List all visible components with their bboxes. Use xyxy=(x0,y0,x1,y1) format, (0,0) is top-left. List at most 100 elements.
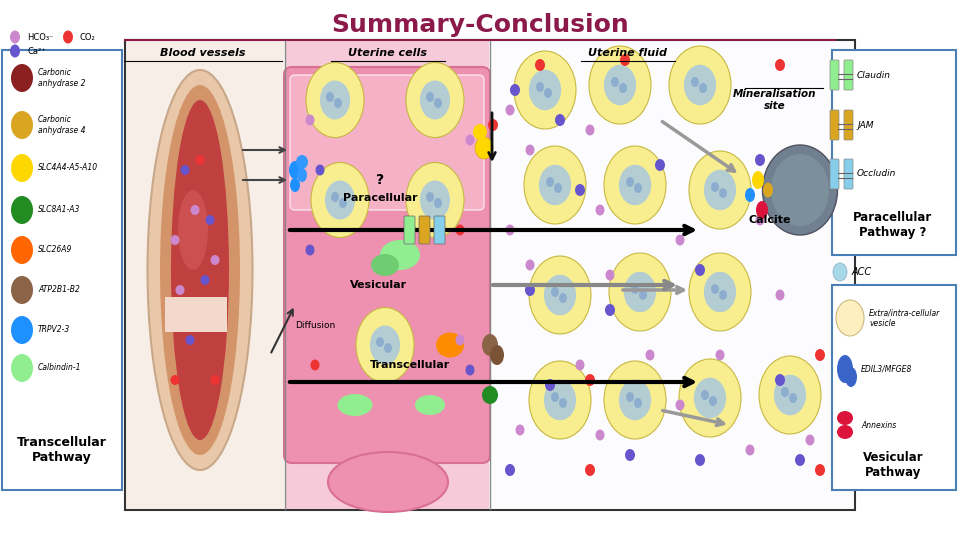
Text: Paracellular: Paracellular xyxy=(343,193,418,203)
Text: SLC8A1-A3: SLC8A1-A3 xyxy=(38,206,81,214)
Ellipse shape xyxy=(11,196,33,224)
Ellipse shape xyxy=(328,452,448,512)
Ellipse shape xyxy=(676,400,684,410)
Ellipse shape xyxy=(473,124,487,140)
FancyBboxPatch shape xyxy=(290,75,484,210)
Ellipse shape xyxy=(434,98,442,108)
Ellipse shape xyxy=(339,198,347,208)
Ellipse shape xyxy=(290,178,300,192)
Ellipse shape xyxy=(719,290,727,300)
Ellipse shape xyxy=(434,198,442,208)
Ellipse shape xyxy=(759,356,821,434)
Ellipse shape xyxy=(196,155,204,165)
FancyBboxPatch shape xyxy=(2,50,122,490)
Ellipse shape xyxy=(210,255,220,265)
Ellipse shape xyxy=(585,464,595,476)
FancyBboxPatch shape xyxy=(832,285,956,490)
Ellipse shape xyxy=(356,307,414,382)
Ellipse shape xyxy=(535,59,545,71)
Ellipse shape xyxy=(326,92,334,102)
FancyBboxPatch shape xyxy=(404,216,415,244)
Ellipse shape xyxy=(190,205,200,215)
FancyBboxPatch shape xyxy=(284,67,490,463)
Text: Calcite: Calcite xyxy=(749,215,791,225)
Ellipse shape xyxy=(709,396,717,406)
Ellipse shape xyxy=(334,98,342,108)
Ellipse shape xyxy=(551,287,559,297)
Ellipse shape xyxy=(11,276,33,304)
Ellipse shape xyxy=(655,159,665,171)
Ellipse shape xyxy=(559,398,567,408)
Ellipse shape xyxy=(776,289,784,300)
Ellipse shape xyxy=(505,464,515,476)
Text: TRPV2-3: TRPV2-3 xyxy=(38,326,70,334)
Ellipse shape xyxy=(297,168,307,182)
Text: Blood vessels: Blood vessels xyxy=(160,48,246,58)
Ellipse shape xyxy=(488,119,498,131)
Ellipse shape xyxy=(575,360,585,370)
Ellipse shape xyxy=(836,300,864,336)
Ellipse shape xyxy=(148,70,252,470)
Ellipse shape xyxy=(695,264,705,276)
Text: CO₂: CO₂ xyxy=(80,32,96,42)
Ellipse shape xyxy=(306,63,364,138)
Ellipse shape xyxy=(746,444,755,456)
Ellipse shape xyxy=(701,390,709,400)
Text: Carbonic
anhydrase 4: Carbonic anhydrase 4 xyxy=(38,116,85,134)
Text: ATP2B1-B2: ATP2B1-B2 xyxy=(38,286,80,294)
Text: Annexins: Annexins xyxy=(861,421,897,429)
Ellipse shape xyxy=(436,333,464,357)
Ellipse shape xyxy=(715,349,725,361)
Ellipse shape xyxy=(529,70,561,110)
FancyBboxPatch shape xyxy=(844,60,853,90)
Ellipse shape xyxy=(704,170,736,210)
Ellipse shape xyxy=(745,188,755,202)
Ellipse shape xyxy=(370,326,400,365)
Ellipse shape xyxy=(586,125,594,136)
Ellipse shape xyxy=(575,184,585,196)
Ellipse shape xyxy=(11,236,33,264)
FancyBboxPatch shape xyxy=(491,41,854,509)
Ellipse shape xyxy=(10,44,20,57)
Ellipse shape xyxy=(420,80,450,119)
Text: JAM: JAM xyxy=(857,120,874,130)
Text: SLC4A4-A5-A10: SLC4A4-A5-A10 xyxy=(38,164,98,172)
Ellipse shape xyxy=(625,449,635,461)
Ellipse shape xyxy=(789,393,797,403)
Ellipse shape xyxy=(171,235,180,245)
Ellipse shape xyxy=(529,256,591,334)
Ellipse shape xyxy=(620,54,630,66)
FancyBboxPatch shape xyxy=(165,297,227,332)
Ellipse shape xyxy=(178,190,208,270)
Ellipse shape xyxy=(516,424,524,435)
Text: Uterine fluid: Uterine fluid xyxy=(588,48,667,58)
Ellipse shape xyxy=(331,192,339,202)
Ellipse shape xyxy=(815,349,825,361)
Text: Calbindin-1: Calbindin-1 xyxy=(38,363,82,373)
Ellipse shape xyxy=(490,345,504,365)
Ellipse shape xyxy=(305,245,315,255)
Text: Occludin: Occludin xyxy=(857,170,897,179)
Ellipse shape xyxy=(11,154,33,182)
Ellipse shape xyxy=(781,387,789,397)
Ellipse shape xyxy=(624,272,656,312)
Ellipse shape xyxy=(455,225,465,235)
Ellipse shape xyxy=(525,284,535,296)
Ellipse shape xyxy=(611,77,619,87)
Ellipse shape xyxy=(631,284,639,294)
Text: Vesicular: Vesicular xyxy=(349,280,407,290)
Text: Paracellular
Pathway ?: Paracellular Pathway ? xyxy=(853,211,932,239)
Ellipse shape xyxy=(63,30,73,44)
FancyBboxPatch shape xyxy=(844,110,853,140)
Ellipse shape xyxy=(406,163,464,238)
Ellipse shape xyxy=(669,46,731,124)
Ellipse shape xyxy=(371,254,399,276)
Ellipse shape xyxy=(689,151,751,229)
Ellipse shape xyxy=(756,201,768,219)
Ellipse shape xyxy=(711,284,719,294)
FancyBboxPatch shape xyxy=(286,41,489,509)
Ellipse shape xyxy=(384,343,392,353)
FancyBboxPatch shape xyxy=(830,60,839,90)
Ellipse shape xyxy=(171,375,180,385)
Ellipse shape xyxy=(376,337,384,347)
